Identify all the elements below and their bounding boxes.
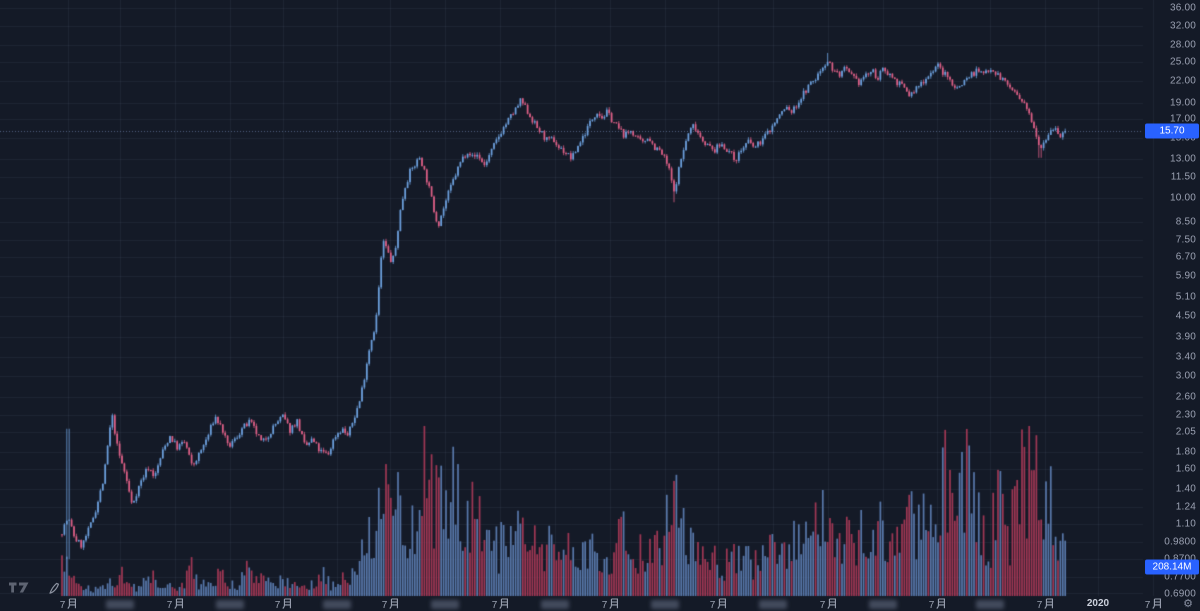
price-tick-label: 13.00 [1169, 153, 1196, 165]
time-tick-label: 7 [275, 598, 292, 611]
time-tick-label: 7 [820, 598, 837, 611]
price-tick-label: 1.40 [1175, 483, 1196, 495]
time-tick-label: 7 [492, 598, 509, 611]
volume-badge: 208.14M [1145, 559, 1199, 575]
price-tick-label: 5.10 [1175, 291, 1196, 303]
price-tick-label: 2.30 [1175, 409, 1196, 421]
blurred-time-label [541, 600, 569, 609]
price-tick-label: 36.00 [1169, 2, 1196, 14]
tradingview-logo-icon [9, 582, 29, 593]
blurred-time-label [431, 600, 459, 609]
time-tick-label: 7 [602, 598, 619, 611]
price-tick-label: 2.60 [1175, 391, 1196, 403]
blurred-time-label [976, 600, 1004, 609]
blurred-time-label [869, 600, 897, 609]
price-tick-label: 19.00 [1169, 97, 1196, 109]
price-tick-label: 28.00 [1169, 39, 1196, 51]
time-tick-label: 7 [1145, 598, 1162, 611]
price-tick-label: 1.60 [1175, 463, 1196, 475]
price-tick-label: 1.80 [1175, 446, 1196, 457]
pen-icon[interactable] [47, 581, 62, 601]
price-tick-label: 7.50 [1175, 234, 1196, 246]
time-scale[interactable]: ⚙ 7 7 7 7 7 7 7 7 7 7 2020 7 [0, 596, 1200, 611]
price-tick-label: 11.50 [1170, 171, 1196, 183]
price-tick-label: 25.00 [1169, 56, 1196, 68]
price-tick-label: 8.50 [1175, 216, 1196, 228]
price-tick-label: 10.00 [1169, 192, 1196, 204]
time-tick-label: 7 [929, 598, 946, 611]
time-tick-label: 7 [382, 598, 399, 611]
price-tick-label: 6.70 [1175, 251, 1196, 263]
time-tick-label: 7 [60, 598, 77, 611]
time-tick-label: 7 [710, 598, 727, 611]
price-tick-label: 1.24 [1175, 501, 1196, 513]
time-tick-label: 7 [167, 598, 184, 611]
blurred-time-label [759, 600, 787, 609]
time-tick-label: 7 [1037, 598, 1054, 611]
price-tick-label: 5.90 [1175, 270, 1196, 282]
price-tick-label: 4.50 [1175, 310, 1196, 322]
blurred-time-label [106, 600, 134, 609]
price-tick-label: 17.00 [1169, 113, 1196, 125]
price-tick-label: 3.40 [1175, 351, 1196, 363]
price-tick-label: 3.00 [1175, 370, 1196, 382]
price-tick-label: 1.10 [1175, 518, 1196, 530]
price-scale[interactable]: 0.6900 0.7700 0.8700 0.9800 1.10 1.24 1.40 1.60… [1143, 0, 1200, 599]
tradingview-logo[interactable] [8, 581, 30, 599]
blurred-time-label [651, 600, 679, 609]
price-tick-label: 0.7700 [1164, 571, 1196, 583]
price-tick-label: 0.6900 [1164, 588, 1196, 599]
price-tick-label: 0.9800 [1164, 536, 1196, 547]
current-price-badge: 15.70 [1145, 123, 1199, 139]
price-tick-label: 0.8700 [1146, 554, 1196, 565]
price-tick-label: 2.05 [1175, 426, 1196, 438]
price-tick-label: 22.00 [1169, 75, 1196, 87]
price-tick-label: 32.00 [1169, 20, 1196, 32]
price-tick-label: 3.90 [1175, 331, 1196, 343]
year-label: 2020 [1086, 598, 1110, 609]
blurred-time-label [323, 600, 351, 609]
gear-icon[interactable]: ⚙ [1183, 598, 1193, 610]
blurred-time-label [216, 600, 244, 609]
